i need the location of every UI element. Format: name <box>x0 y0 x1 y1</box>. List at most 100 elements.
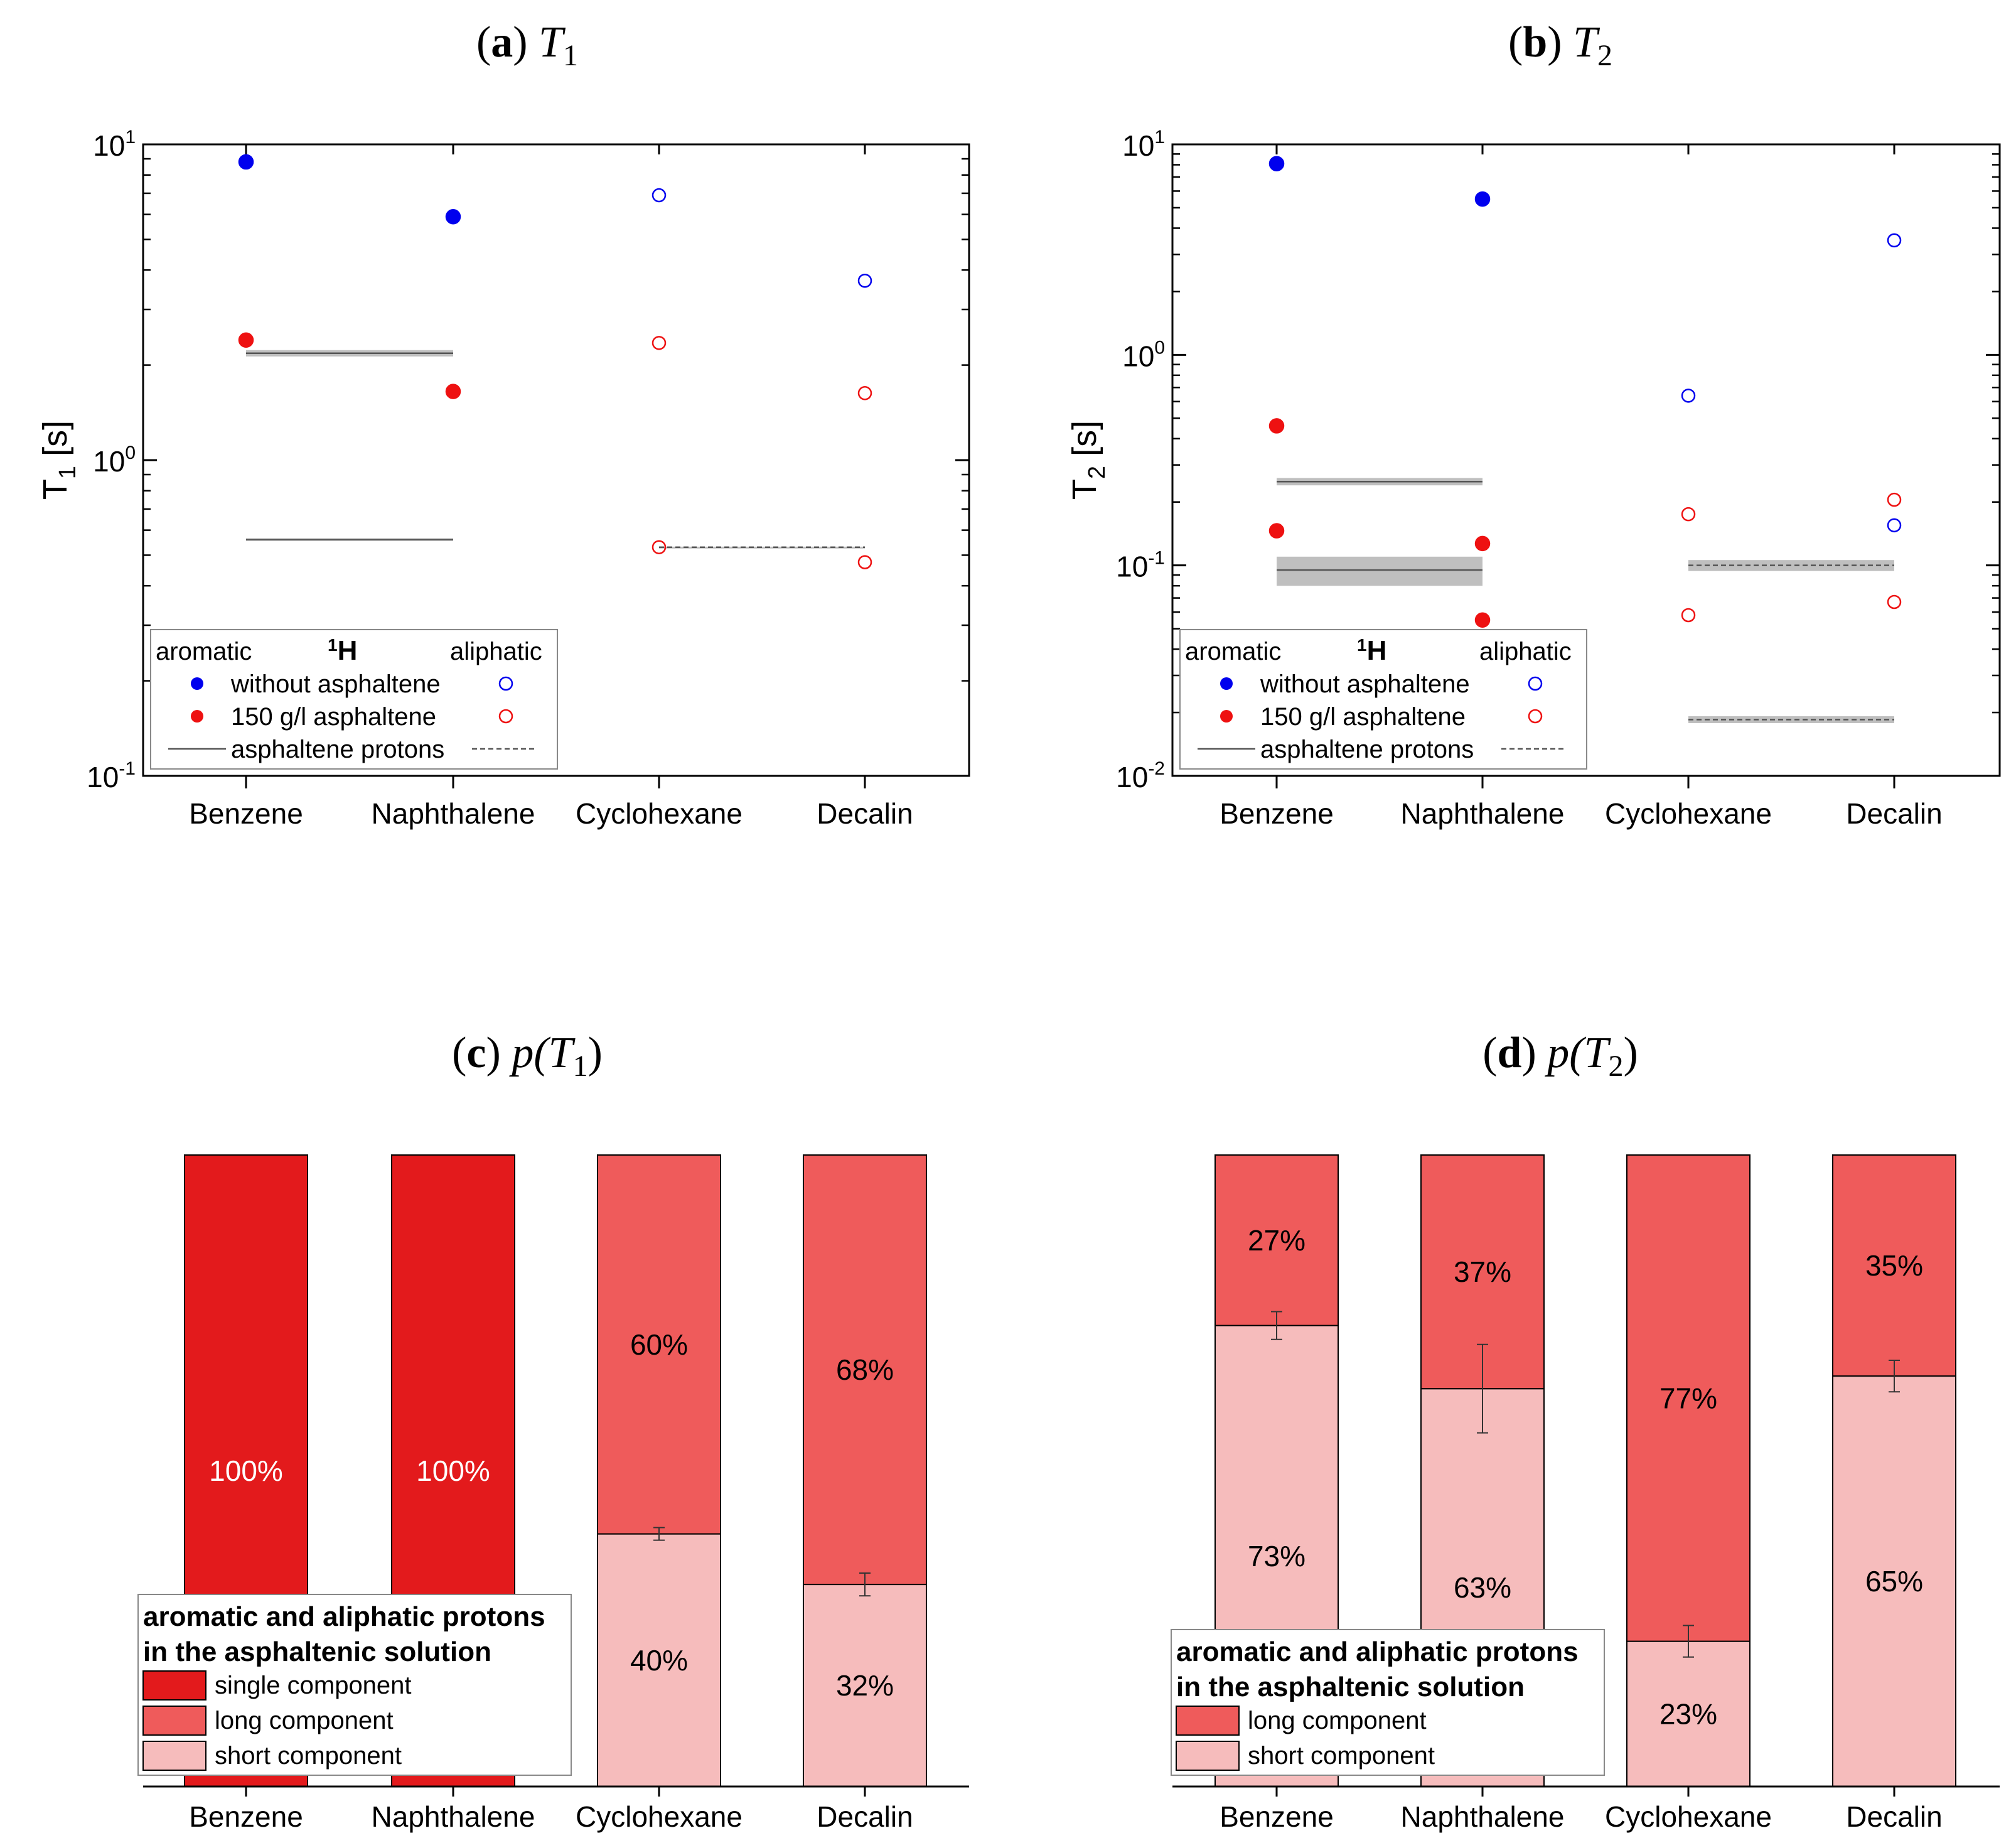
data-point <box>1887 518 1902 533</box>
title-paren: ( <box>476 18 491 67</box>
x-tick-label: Benzene <box>1220 797 1334 830</box>
data-point <box>445 209 461 225</box>
legend-title: aromatic and aliphatic protons <box>1176 1636 1579 1667</box>
data-point <box>1474 612 1491 628</box>
legend-swatch <box>1176 1706 1240 1736</box>
tick-base: 10 <box>1116 551 1148 583</box>
legend-title: aromatic and aliphatic protons <box>143 1601 545 1632</box>
data-point <box>1887 492 1902 507</box>
bar-value-label: 60% <box>630 1328 688 1361</box>
y-tick-label: 10-1 <box>1116 548 1165 583</box>
bar-value-label: 40% <box>630 1644 688 1677</box>
legend-header-aromatic: aromatic <box>156 638 252 665</box>
legend-swatch <box>1176 1741 1240 1771</box>
ylabel-unit: [s] <box>36 421 74 466</box>
x-tick-label: Decalin <box>1846 1800 1942 1833</box>
bar-value-label: 100% <box>209 1454 283 1487</box>
title-letter: a <box>491 18 513 67</box>
tick-base: 10 <box>1116 761 1148 793</box>
panel-title-a: (a) T1 <box>476 18 578 72</box>
legend-title: in the asphaltenic solution <box>1176 1672 1525 1702</box>
plot-frame <box>1171 143 2001 777</box>
legend-marker-open <box>498 676 513 691</box>
y-tick-label: 101 <box>93 127 136 162</box>
legend-box <box>1179 629 1587 770</box>
x-tick-label: Decalin <box>817 1800 913 1833</box>
panel-title-d: (d) p(T2) <box>1483 1029 1638 1083</box>
ylabel-sub: 2 <box>1084 466 1110 479</box>
title-paren: ( <box>1483 1029 1497 1077</box>
legend-item-label: asphaltene protons <box>1260 736 1474 763</box>
tick-exp: 1 <box>125 127 136 148</box>
bar-value-label: 73% <box>1248 1540 1306 1572</box>
bar-segment <box>597 1533 721 1788</box>
data-point <box>1268 418 1285 434</box>
data-point <box>1681 389 1696 403</box>
legend-marker-open <box>1528 676 1543 691</box>
legend-title: in the asphaltenic solution <box>143 1636 491 1667</box>
legend-box <box>150 629 558 770</box>
data-point <box>238 154 254 170</box>
y-tick-label: 100 <box>93 443 136 478</box>
data-point <box>857 386 872 400</box>
data-point <box>651 188 667 203</box>
bar-segment <box>1626 1154 1751 1642</box>
title-paren: ) <box>513 18 539 67</box>
ylabel-unit: [s] <box>1066 421 1103 466</box>
data-point <box>651 540 667 554</box>
legend-item-label: asphaltene protons <box>231 736 444 763</box>
ylabel-main: T <box>36 479 74 500</box>
data-point <box>1268 156 1285 171</box>
x-tick-label: Decalin <box>1846 797 1942 830</box>
bar-value-label: 68% <box>836 1353 894 1386</box>
y-tick-label: 101 <box>1122 127 1165 162</box>
asphaltene-band <box>1277 556 1483 586</box>
x-tick-label: Naphthalene <box>372 797 535 830</box>
bar-value-label: 23% <box>1659 1697 1717 1730</box>
x-tick-label: Naphthalene <box>1401 1800 1565 1833</box>
data-point <box>857 273 872 288</box>
legend-marker-filled <box>191 710 203 723</box>
bar-value-label: 65% <box>1865 1565 1923 1598</box>
legend: aromatic and aliphatic protons in the asp… <box>137 1594 572 1776</box>
legend-marker-filled <box>1220 710 1233 723</box>
legend-item-label: 150 g/l asphaltene <box>231 703 436 731</box>
panel-title-c: (c) p(T1) <box>452 1029 603 1083</box>
y-tick-label: 10-1 <box>87 758 136 793</box>
title-sub: 1 <box>573 1050 588 1083</box>
tick-base: 10 <box>93 445 125 478</box>
legend-marker-open <box>498 709 513 724</box>
legend-header-aliphatic: aliphatic <box>1479 638 1572 665</box>
legend-header-aromatic: aromatic <box>1185 638 1281 665</box>
bar-value-label: 63% <box>1454 1571 1511 1604</box>
y-tick-label: 100 <box>1122 337 1165 372</box>
legend: aromatic and aliphatic protons in the asp… <box>1171 1629 1605 1776</box>
title-sub: 1 <box>563 39 578 72</box>
legend-swatch <box>142 1741 206 1771</box>
y-axis-label: T1 [s] <box>36 421 81 500</box>
tick-exp: 0 <box>1154 337 1165 358</box>
title-sub: 2 <box>1597 39 1612 72</box>
title-paren: ( <box>452 1029 466 1077</box>
data-point <box>857 555 872 569</box>
tick-base: 10 <box>1122 340 1154 372</box>
data-point <box>1268 523 1285 539</box>
bar-value-label: 100% <box>416 1454 490 1487</box>
x-tick-label: Decalin <box>817 797 913 830</box>
panel-c: 100% Benzene 100% Naphthalene 40% 60% Cyclohex… <box>137 1154 969 1833</box>
tick-base: 10 <box>93 129 125 162</box>
title-sub: 2 <box>1609 1050 1624 1083</box>
legend-box <box>1171 1629 1605 1776</box>
legend-item-label: without asphaltene <box>230 670 441 698</box>
title-close: ) <box>1624 1029 1638 1077</box>
legend-swatch <box>142 1670 206 1701</box>
x-tick-label: Benzene <box>189 1800 303 1833</box>
title-paren: ) <box>486 1029 512 1077</box>
title-letter: c <box>466 1029 486 1077</box>
x-tick-label: Benzene <box>189 797 303 830</box>
data-point <box>445 384 461 399</box>
title-letter: d <box>1498 1029 1522 1077</box>
